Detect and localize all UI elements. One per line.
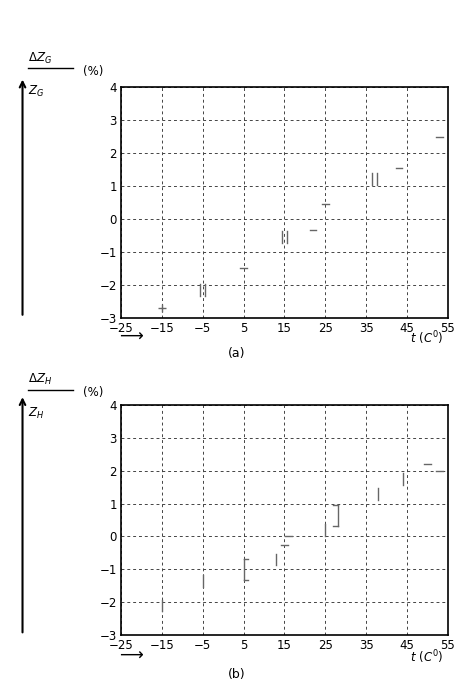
Text: (%): (%): [83, 65, 103, 77]
Text: $\Delta Z_G$: $\Delta Z_G$: [28, 50, 53, 66]
Text: $t\ (C^0)$: $t\ (C^0)$: [410, 648, 443, 666]
Text: (%): (%): [83, 387, 103, 399]
Text: $Z_H$: $Z_H$: [28, 406, 45, 421]
Text: $t\ (C^0)$: $t\ (C^0)$: [410, 329, 443, 347]
Text: $\longrightarrow$: $\longrightarrow$: [116, 645, 145, 663]
Text: (b): (b): [228, 669, 246, 681]
Text: (a): (a): [228, 348, 246, 360]
Text: $\Delta Z_H$: $\Delta Z_H$: [28, 372, 53, 387]
Text: $Z_G$: $Z_G$: [28, 84, 45, 99]
Text: $\longrightarrow$: $\longrightarrow$: [116, 326, 145, 344]
